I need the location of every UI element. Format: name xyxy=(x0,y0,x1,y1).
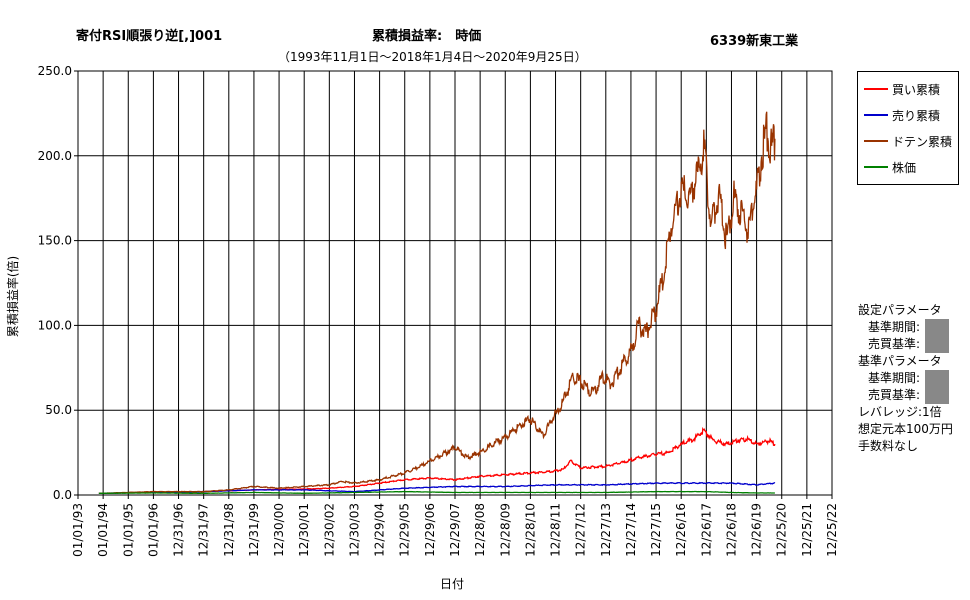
redacted-value xyxy=(925,336,949,353)
redacted-value xyxy=(925,387,949,404)
x-tick-label: 12/26/19 xyxy=(750,503,764,557)
chart-series xyxy=(98,111,776,495)
setting-trade-label: 売買基準: xyxy=(868,337,921,351)
setting-params-header: 設定パラメータ xyxy=(858,303,942,317)
legend-label: 売り累積 xyxy=(892,108,941,123)
legend-label: 買い累積 xyxy=(892,82,941,97)
x-tick-label: 12/31/96 xyxy=(172,503,186,557)
x-tick-label: 01/01/93 xyxy=(71,503,85,557)
chart-grid xyxy=(77,70,833,496)
x-tick-label: 12/30/03 xyxy=(347,503,361,557)
legend-swatch xyxy=(864,114,888,116)
x-tick-label: 01/01/96 xyxy=(146,503,160,557)
x-tick-label: 12/26/17 xyxy=(699,503,713,557)
x-tick-label: 01/01/95 xyxy=(121,503,135,557)
setting-period-label: 基準期間: xyxy=(868,320,921,334)
redacted-value xyxy=(925,370,949,387)
redacted-value xyxy=(925,319,949,336)
capital-text: 想定元本100万円 xyxy=(858,422,953,436)
x-tick-label: 12/30/02 xyxy=(322,503,336,557)
x-tick-label: 12/26/16 xyxy=(674,503,688,557)
chart-legend: 買い累積 売り累積 ドテン累積 株価 xyxy=(857,71,959,185)
base-period-label: 基準期間: xyxy=(868,371,921,385)
y-tick-label: 250.0 xyxy=(38,64,72,78)
legend-item-price: 株価 xyxy=(864,160,917,175)
setting-trade-row: 売買基準: xyxy=(858,336,953,353)
x-tick-label: 12/30/00 xyxy=(272,503,286,557)
x-tick-label: 12/27/15 xyxy=(649,503,663,557)
x-tick-label: 12/29/05 xyxy=(398,503,412,557)
x-tick-label: 12/30/01 xyxy=(297,503,311,557)
legend-item-sell: 売り累積 xyxy=(864,108,941,123)
chart-title-left: 寄付RSI順張り逆[,]001 xyxy=(76,29,223,44)
x-tick-label: 12/29/04 xyxy=(373,503,387,557)
x-tick-label: 12/27/13 xyxy=(599,503,613,557)
legend-swatch xyxy=(864,166,888,168)
x-tick-label: 12/26/18 xyxy=(724,503,738,557)
x-axis-label: 日付 xyxy=(440,577,465,591)
x-tick-label: 12/28/11 xyxy=(549,503,563,557)
x-tick-label: 12/31/98 xyxy=(222,503,236,557)
base-trade-row: 売買基準: xyxy=(858,387,953,404)
y-tick-label: 0.0 xyxy=(53,488,72,502)
base-params-header: 基準パラメータ xyxy=(858,354,942,368)
x-tick-label: 12/28/10 xyxy=(523,503,537,557)
series-line-2 xyxy=(98,111,776,495)
legend-label: 株価 xyxy=(892,160,917,175)
x-tick-label: 12/31/97 xyxy=(197,503,211,557)
legend-swatch xyxy=(864,140,888,142)
x-tick-label: 12/28/08 xyxy=(473,503,487,557)
series-line-3 xyxy=(98,490,775,495)
x-tick-label: 12/25/20 xyxy=(775,503,789,557)
base-trade-label: 売買基準: xyxy=(868,388,921,402)
x-tick-label: 12/27/14 xyxy=(624,503,638,557)
x-tick-label: 12/29/07 xyxy=(448,503,462,557)
base-period-row: 基準期間: xyxy=(858,370,953,387)
legend-swatch xyxy=(864,88,888,90)
parameter-panel: 設定パラメータ 基準期間: 売買基準: 基準パラメータ 基準期間: 売買基準: … xyxy=(858,302,953,455)
legend-item-doten: ドテン累積 xyxy=(864,134,953,149)
legend-item-buy: 買い累積 xyxy=(864,82,941,97)
x-tick-label: 12/25/21 xyxy=(800,503,814,557)
leverage-text: レバレッジ:1倍 xyxy=(858,405,942,419)
setting-period-row: 基準期間: xyxy=(858,319,953,336)
x-tick-label: 12/27/12 xyxy=(574,503,588,557)
x-tick-label: 12/31/99 xyxy=(247,503,261,557)
x-tick-label: 12/25/22 xyxy=(825,503,839,557)
y-tick-label: 150.0 xyxy=(38,234,72,248)
chart-axes: 0.0 50.0 100.0 150.0 200.0 250.0 01/01/93 01/01… xyxy=(38,64,839,557)
y-tick-label: 100.0 xyxy=(38,318,72,332)
y-tick-label: 200.0 xyxy=(38,149,72,163)
x-tick-label: 12/28/09 xyxy=(498,503,512,557)
y-tick-label: 50.0 xyxy=(45,403,72,417)
legend-label: ドテン累積 xyxy=(892,134,953,149)
stock-name: 6339新東工業 xyxy=(710,34,799,49)
chart-title: 累積損益率: 時価 xyxy=(372,29,482,44)
x-tick-label: 01/01/94 xyxy=(96,503,110,557)
fee-text: 手数料なし xyxy=(858,439,919,453)
x-tick-label: 12/29/06 xyxy=(423,503,437,557)
date-range-subtitle: （1993年11月1日～2018年1月4日～2020年9月25日） xyxy=(278,50,587,64)
